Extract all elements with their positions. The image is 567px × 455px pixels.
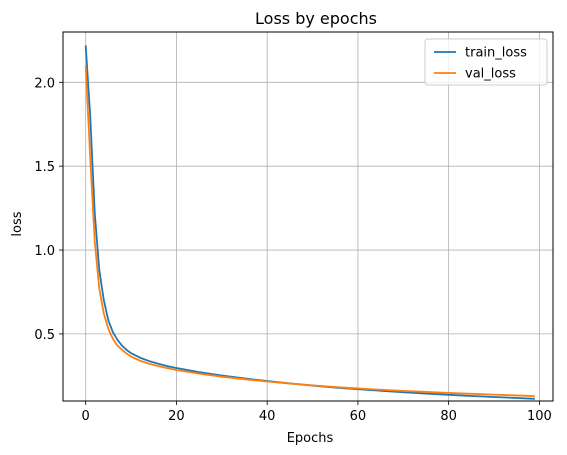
axis-ticks: 0 20 40 60 80 100 0.5 1.0 1.5 2.0 — [34, 76, 551, 424]
x-tick-label: 0 — [82, 409, 90, 424]
x-tick-label: 100 — [527, 409, 552, 424]
legend-label: train_loss — [465, 46, 527, 61]
y-axis-label: loss — [10, 211, 25, 236]
series-layer — [84, 45, 535, 400]
x-tick-label: 60 — [350, 409, 367, 424]
grid-lines — [63, 32, 553, 401]
legend: train_loss val_loss — [424, 38, 548, 86]
y-tick-label: 1.5 — [34, 160, 55, 175]
plot-frame — [62, 31, 554, 402]
y-tick-label: 2.0 — [34, 76, 55, 91]
x-tick-label: 80 — [440, 409, 457, 424]
chart-title: Loss by epochs — [255, 9, 377, 28]
series-line-val-loss — [84, 65, 535, 398]
x-tick-label: 40 — [259, 409, 276, 424]
series-line-train-loss — [84, 45, 535, 400]
x-tick-label: 20 — [168, 409, 185, 424]
legend-label: val_loss — [465, 67, 516, 82]
y-tick-label: 0.5 — [34, 328, 55, 343]
x-axis-label: Epochs — [287, 431, 334, 446]
y-tick-label: 1.0 — [34, 244, 55, 259]
